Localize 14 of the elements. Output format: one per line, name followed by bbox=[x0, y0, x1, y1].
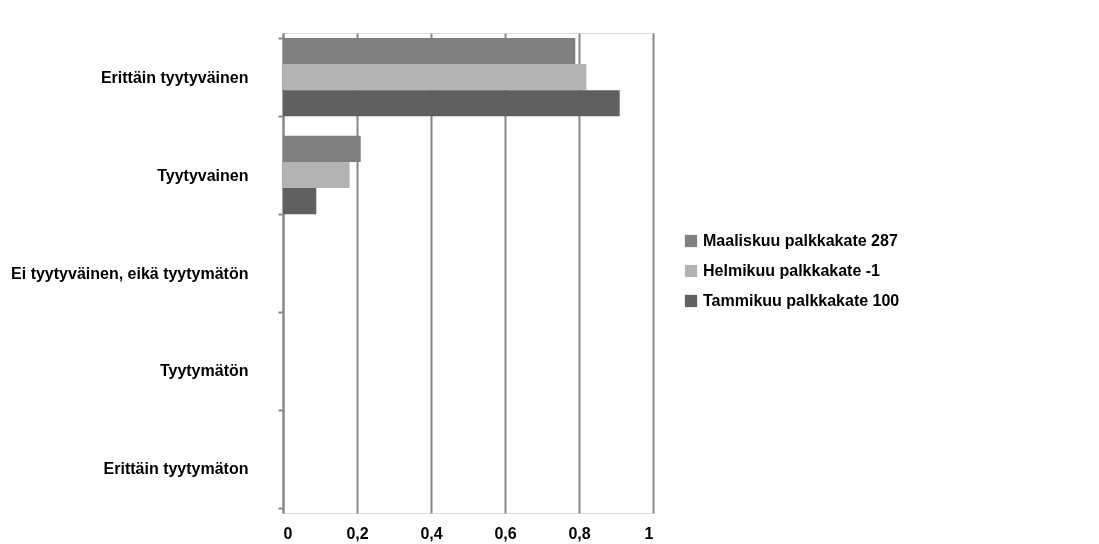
x-tick-label: 0,8 bbox=[568, 524, 591, 542]
x-tick-label: 0,2 bbox=[346, 524, 369, 542]
y-tick-label: Erittäin tyytyväinen bbox=[100, 68, 249, 86]
legend-label: Helmikuu palkkakate -1 bbox=[703, 262, 881, 279]
y-tick-label: Tyytymätön bbox=[159, 362, 249, 380]
x-tick-label: 0 bbox=[283, 524, 293, 542]
y-tick-label: Tyytyvainen bbox=[157, 166, 249, 184]
x-tick-label: 0,6 bbox=[494, 524, 517, 542]
x-tick-label: 1 bbox=[644, 524, 654, 542]
y-tick-label: Ei tyytyväinen, eikä tyytymätön bbox=[11, 264, 249, 282]
x-tick-label: 0,4 bbox=[420, 524, 443, 542]
legend-label: Maaliskuu palkkakate 287 bbox=[703, 232, 898, 249]
legend-label: Tammikuu palkkakate 100 bbox=[703, 292, 900, 309]
y-tick-label: Erittäin tyytymäton bbox=[103, 460, 249, 478]
